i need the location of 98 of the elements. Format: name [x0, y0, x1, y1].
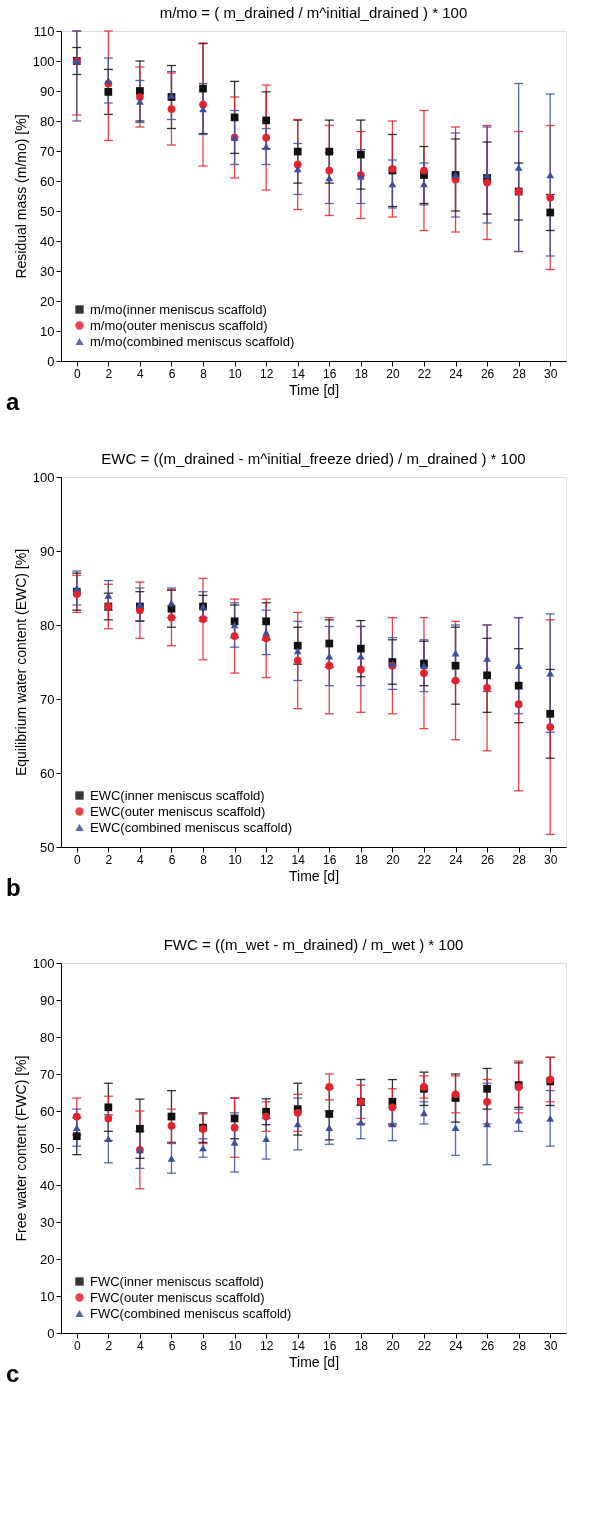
- x-tick-label: 12: [259, 1338, 274, 1353]
- y-tick-label: 100: [32, 955, 55, 971]
- y-axis-title: Equilibrium water content (EWC) [%]: [12, 548, 29, 777]
- x-tick-label: 4: [137, 366, 145, 381]
- x-tick-label: 10: [228, 852, 243, 867]
- y-tick-label: 90: [40, 543, 55, 559]
- y-tick-label: 80: [40, 113, 55, 129]
- x-tick-label: 4: [137, 1338, 145, 1353]
- x-tick-label: 22: [417, 852, 432, 867]
- x-tick-label: 24: [449, 1338, 464, 1353]
- x-tick-label: 2: [105, 366, 113, 381]
- x-tick-label: 6: [168, 852, 176, 867]
- y-tick-label: 0: [47, 1325, 55, 1341]
- legend-label: EWC(inner meniscus scaffold): [90, 787, 265, 803]
- legend-label: m/mo(outer meniscus scaffold): [90, 317, 268, 333]
- x-tick-label: 26: [480, 1338, 495, 1353]
- y-tick-label: 30: [40, 263, 55, 279]
- y-tick-label: 110: [33, 23, 55, 39]
- x-tick-label: 24: [449, 852, 464, 867]
- x-tick-label: 20: [386, 852, 400, 867]
- x-tick-label: 26: [480, 852, 495, 867]
- x-tick-label: 8: [200, 852, 208, 867]
- y-tick-label: 40: [40, 233, 55, 249]
- legend-label: m/mo(combined meniscus scaffold): [90, 333, 295, 349]
- x-tick-label: 20: [386, 366, 400, 381]
- text: c: [6, 1360, 20, 1387]
- x-tick-label: 8: [200, 1338, 208, 1353]
- y-tick-label: 10: [40, 323, 55, 339]
- y-tick-label: 80: [40, 617, 55, 633]
- y-tick-label: 30: [40, 1214, 55, 1230]
- y-tick-label: 80: [40, 1029, 55, 1045]
- x-tick-label: 0: [73, 366, 81, 381]
- x-tick-label: 18: [354, 1338, 369, 1353]
- x-tick-label: 14: [291, 366, 306, 381]
- x-tick-label: 16: [323, 852, 337, 867]
- x-axis-title: Time [d]: [288, 1353, 340, 1370]
- y-tick-label: 60: [40, 1103, 55, 1119]
- y-tick-label: 60: [40, 765, 55, 781]
- x-tick-label: 2: [105, 1338, 113, 1353]
- legend-label: EWC(outer meniscus scaffold): [90, 803, 266, 819]
- x-tick-label: 28: [512, 852, 527, 867]
- x-tick-label: 26: [480, 366, 495, 381]
- chart-title: FWC = ((m_wet - m_drained) / m_wet ) * 100: [163, 936, 464, 953]
- x-tick-label: 22: [417, 366, 432, 381]
- chart-title: EWC = ((m_drained - m^initial_freeze dried) / m_drained ) * 100: [101, 450, 526, 467]
- y-axis-title: Free water content (FWC) [%]: [12, 1055, 29, 1242]
- x-tick-label: 14: [291, 1338, 306, 1353]
- x-tick-label: 0: [73, 1338, 81, 1353]
- x-tick-label: 14: [291, 852, 306, 867]
- x-tick-label: 18: [354, 852, 369, 867]
- x-tick-label: 24: [449, 366, 464, 381]
- y-tick-label: 90: [40, 992, 55, 1008]
- y-tick-label: 70: [40, 1066, 55, 1082]
- y-tick-label: 50: [40, 203, 55, 219]
- x-tick-label: 12: [259, 852, 274, 867]
- x-tick-label: 0: [73, 852, 81, 867]
- y-tick-label: 50: [40, 1140, 55, 1156]
- x-tick-label: 28: [512, 366, 527, 381]
- y-axis-title: Residual mass (m/mo) [%]: [12, 114, 29, 279]
- x-tick-label: 10: [228, 1338, 243, 1353]
- legend-label: FWC(inner meniscus scaffold): [90, 1273, 264, 1289]
- legend-label: EWC(combined meniscus scaffold): [90, 819, 293, 835]
- x-tick-label: 16: [323, 1338, 337, 1353]
- x-tick-label: 30: [544, 852, 558, 867]
- x-tick-label: 28: [512, 1338, 527, 1353]
- x-tick-label: 16: [323, 366, 337, 381]
- legend-label: m/mo(inner meniscus scaffold): [90, 301, 267, 317]
- y-tick-label: 0: [47, 353, 55, 369]
- x-tick-label: 30: [544, 1338, 558, 1353]
- y-tick-label: 90: [40, 83, 55, 99]
- y-tick-label: 100: [32, 469, 55, 485]
- y-tick-label: 60: [40, 173, 55, 189]
- x-tick-label: 22: [417, 1338, 432, 1353]
- y-tick-label: 20: [40, 1251, 55, 1267]
- y-tick-label: 50: [40, 839, 55, 855]
- x-tick-label: 6: [168, 1338, 176, 1353]
- x-tick-label: 18: [354, 366, 369, 381]
- x-axis-title: Time [d]: [288, 381, 340, 398]
- x-tick-label: 20: [386, 1338, 400, 1353]
- x-axis-title: Time [d]: [288, 867, 340, 884]
- x-tick-label: 8: [200, 366, 208, 381]
- y-tick-label: 70: [40, 143, 55, 159]
- chart-title: m/mo = ( m_drained / m^initial_drained ) * 100: [159, 4, 468, 21]
- y-tick-label: 40: [40, 1177, 55, 1193]
- legend-label: FWC(combined meniscus scaffold): [90, 1305, 292, 1321]
- text: b: [6, 874, 21, 901]
- y-tick-label: 10: [40, 1288, 55, 1304]
- x-tick-label: 6: [168, 366, 176, 381]
- y-tick-label: 20: [40, 293, 55, 309]
- y-tick-label: 100: [32, 53, 55, 69]
- x-tick-label: 2: [105, 852, 113, 867]
- x-tick-label: 10: [228, 366, 243, 381]
- y-tick-label: 70: [40, 691, 55, 707]
- x-tick-label: 4: [137, 852, 145, 867]
- x-tick-label: 30: [544, 366, 558, 381]
- text: a: [6, 388, 20, 415]
- x-tick-label: 12: [259, 366, 274, 381]
- legend-label: FWC(outer meniscus scaffold): [90, 1289, 265, 1305]
